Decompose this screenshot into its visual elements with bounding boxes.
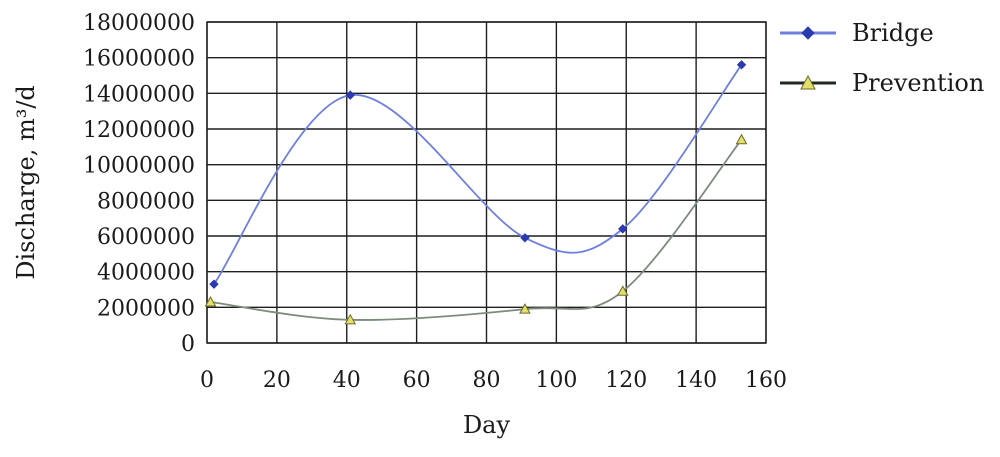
grid [206,21,767,344]
series-prevention [204,133,748,325]
data-point-prevention [519,303,531,314]
x-tick-label: 40 [333,368,361,393]
x-axis-title: Day [463,411,511,439]
x-tick-label: 160 [745,368,787,393]
y-tick-label: 18000000 [83,11,195,36]
y-tick-label: 16000000 [83,47,195,72]
data-point-bridge [520,233,530,243]
y-tick-label: 10000000 [83,154,195,179]
series-bridge [209,60,747,289]
data-point-prevention [735,133,748,145]
x-tick-label: 120 [605,368,647,393]
y-tick-label: 6000000 [97,225,195,250]
x-tick-label: 140 [675,368,717,393]
legend-item-bridge: Bridge [780,19,934,47]
legend-label: Prevention [852,69,984,97]
plot-area-frame [206,21,767,344]
y-axis-title: Discharge, m³/d [12,85,40,280]
data-point-bridge [345,90,355,100]
y-tick-label: 8000000 [97,189,195,214]
y-tick-label: 4000000 [97,261,195,286]
x-tick-label: 60 [403,368,431,393]
series-line-bridge [213,64,743,285]
data-point-prevention [344,313,357,325]
tick-labels: 0 20 40 60 80 100 120 140 160 0 2000000 4000000 6000… [83,11,787,393]
y-tick-label: 2000000 [97,296,195,321]
x-tick-label: 80 [473,368,501,393]
legend: Bridge Prevention [780,19,984,97]
x-tick-label: 0 [200,368,214,393]
series-line-prevention [210,139,743,321]
y-tick-label: 0 [181,332,195,357]
series-layer [204,60,748,325]
y-tick-label: 14000000 [83,82,195,107]
legend-label: Bridge [852,19,934,47]
data-point-bridge [209,279,219,289]
x-tick-label: 100 [535,368,577,393]
legend-swatch-marker [800,74,816,90]
data-point-prevention [616,285,629,296]
x-tick-label: 20 [263,368,291,393]
data-point-bridge [618,224,628,234]
legend-swatch-marker [801,26,815,40]
legend-item-prevention: Prevention [780,69,984,97]
data-point-bridge [736,60,747,70]
data-point-prevention [204,295,217,307]
y-tick-label: 12000000 [83,118,195,143]
